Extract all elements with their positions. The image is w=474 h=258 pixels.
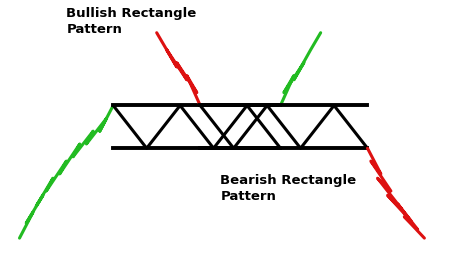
Text: Bullish Rectangle
Pattern: Bullish Rectangle Pattern [66, 7, 197, 36]
Text: Bearish Rectangle
Pattern: Bearish Rectangle Pattern [220, 174, 356, 203]
